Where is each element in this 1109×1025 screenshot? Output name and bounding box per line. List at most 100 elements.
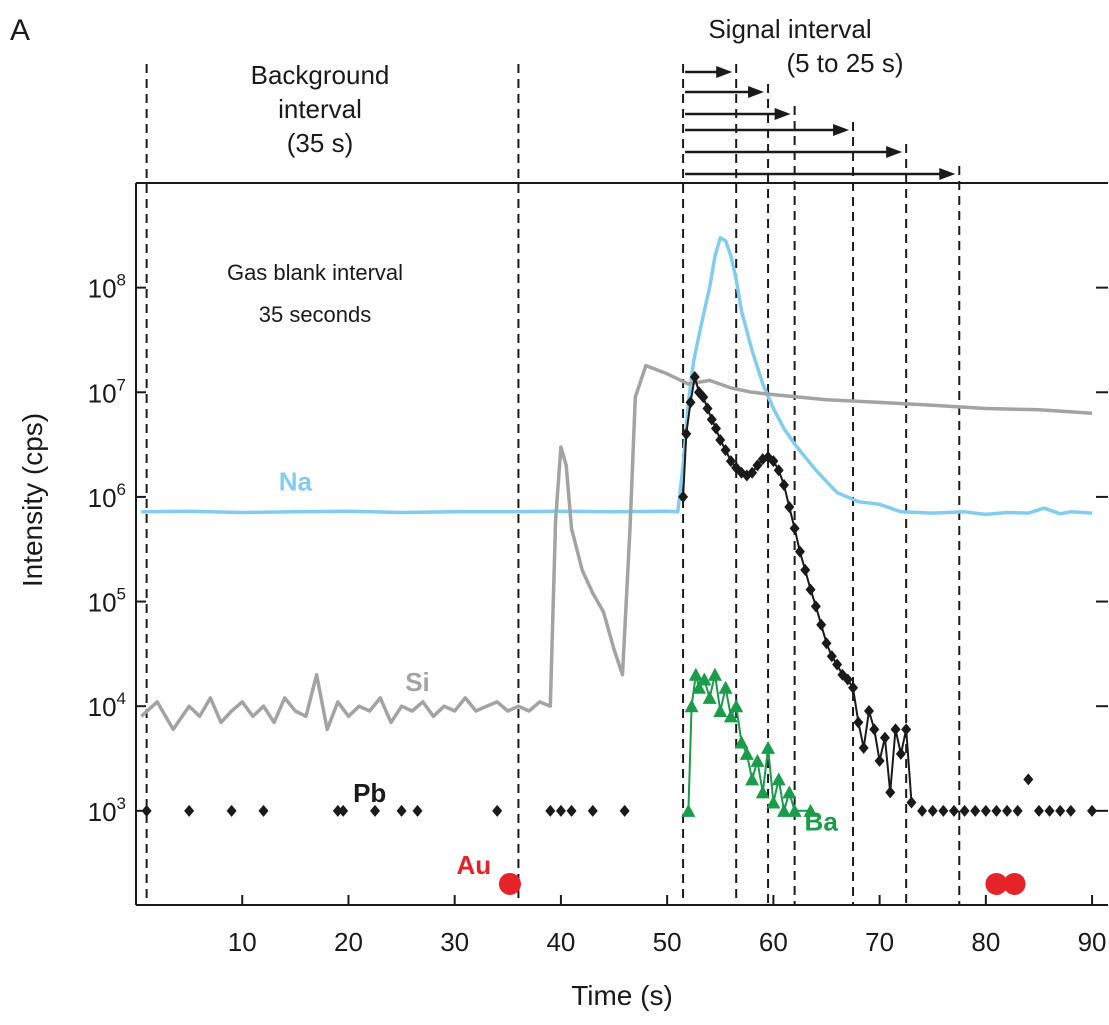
pb-point	[869, 723, 880, 736]
ba-point	[782, 785, 797, 799]
background-annotation-line2: interval	[278, 94, 362, 124]
background-annotation-line1: Background	[251, 60, 390, 90]
pb-point	[901, 723, 912, 736]
pb-point	[545, 804, 556, 817]
pb-point	[885, 786, 896, 799]
ba-point	[713, 703, 728, 717]
pb-point	[863, 704, 874, 717]
pb-point	[890, 723, 901, 736]
pb-series-connector	[682, 376, 913, 803]
pb-point	[1065, 804, 1076, 817]
pb-point	[842, 673, 853, 686]
x-tick-label: 50	[653, 927, 682, 957]
ba-point	[739, 746, 754, 760]
pb-point	[715, 433, 726, 446]
signal-arrow-head	[774, 108, 791, 120]
x-tick-label: 90	[1078, 927, 1107, 957]
ba-point	[745, 772, 760, 786]
na-series-line	[141, 235, 1093, 517]
pb-point	[832, 658, 843, 671]
y-tick-label: 105	[88, 585, 126, 618]
pb-point	[991, 804, 1002, 817]
y-tick-label: 108	[88, 271, 126, 304]
si-series-label: Si	[405, 667, 430, 697]
pb-point	[587, 804, 598, 817]
ba-point	[729, 699, 744, 713]
pb-point	[711, 422, 722, 435]
pb-point	[848, 681, 859, 694]
ba-point	[688, 667, 703, 681]
signal-arrow-head	[833, 124, 850, 136]
pb-point	[338, 804, 349, 817]
y-axis-title: Intensity (cps)	[17, 413, 48, 587]
ticks-layer: 10 20 30 40 50 60 70 80 90 103 104 105 106 107 108	[88, 271, 1108, 957]
pb-point	[678, 490, 689, 503]
interval-dashed-lines	[145, 64, 961, 905]
ba-series-label: Ba	[805, 806, 839, 836]
pb-point	[959, 804, 970, 817]
au-series-label: Au	[456, 850, 491, 880]
pb-point	[396, 804, 407, 817]
pb-point	[879, 731, 890, 744]
pb-point	[725, 455, 736, 468]
pb-point	[810, 600, 821, 613]
pb-point	[773, 464, 784, 477]
x-axis-title: Time (s)	[571, 980, 673, 1011]
ba-point	[761, 740, 776, 754]
plot-frame-group	[135, 182, 1108, 906]
ba-point	[697, 672, 712, 686]
pb-point	[970, 804, 981, 817]
ba-point	[755, 785, 770, 799]
pb-point	[1012, 804, 1023, 817]
pb-point	[681, 427, 692, 440]
ba-point	[692, 680, 707, 694]
x-tick-label: 30	[440, 927, 469, 957]
pb-point	[948, 804, 959, 817]
pb-point	[858, 741, 869, 754]
au-point	[1003, 872, 1026, 895]
x-tick-label: 40	[546, 927, 575, 957]
pb-point	[1023, 773, 1034, 786]
signal-arrow-head	[716, 66, 733, 78]
pb-point	[1033, 804, 1044, 817]
signal-interval-arrows	[685, 66, 956, 180]
si-series-line	[140, 363, 1093, 732]
pb-point	[555, 804, 566, 817]
pb-point	[874, 754, 885, 767]
pb-point	[794, 545, 805, 558]
pb-point	[789, 522, 800, 535]
ba-point	[734, 735, 749, 749]
pb-point	[370, 804, 381, 817]
pb-point	[917, 804, 928, 817]
pb-point	[1044, 804, 1055, 817]
y-tick-label: 103	[88, 794, 126, 827]
pb-point	[779, 478, 789, 491]
signal-arrow-head	[886, 146, 903, 158]
pb-point	[566, 804, 577, 817]
na-series-label: Na	[279, 467, 313, 497]
x-tick-label: 10	[228, 927, 257, 957]
pb-point	[805, 583, 816, 596]
pb-point	[706, 413, 717, 426]
ba-point	[771, 772, 786, 786]
ba-point	[702, 690, 717, 704]
signal-annotation-line1: Signal interval	[708, 14, 871, 44]
ba-point	[766, 795, 781, 809]
series-labels: Na Si Pb Ba Au	[279, 467, 839, 880]
pb-point	[698, 391, 709, 404]
pb-point	[702, 402, 713, 415]
x-tick-label: 20	[334, 927, 363, 957]
pb-point	[816, 618, 827, 631]
au-point	[498, 872, 521, 895]
pb-point	[895, 747, 906, 760]
pb-point	[853, 716, 864, 729]
pb-point	[1055, 804, 1066, 817]
pb-point	[927, 804, 938, 817]
pb-point	[492, 804, 503, 817]
series-layer	[140, 235, 1098, 895]
signal-annotation-line2: (5 to 25 s)	[786, 48, 903, 78]
pb-point	[747, 466, 758, 479]
pb-point	[800, 564, 811, 577]
pb-point	[720, 444, 731, 457]
